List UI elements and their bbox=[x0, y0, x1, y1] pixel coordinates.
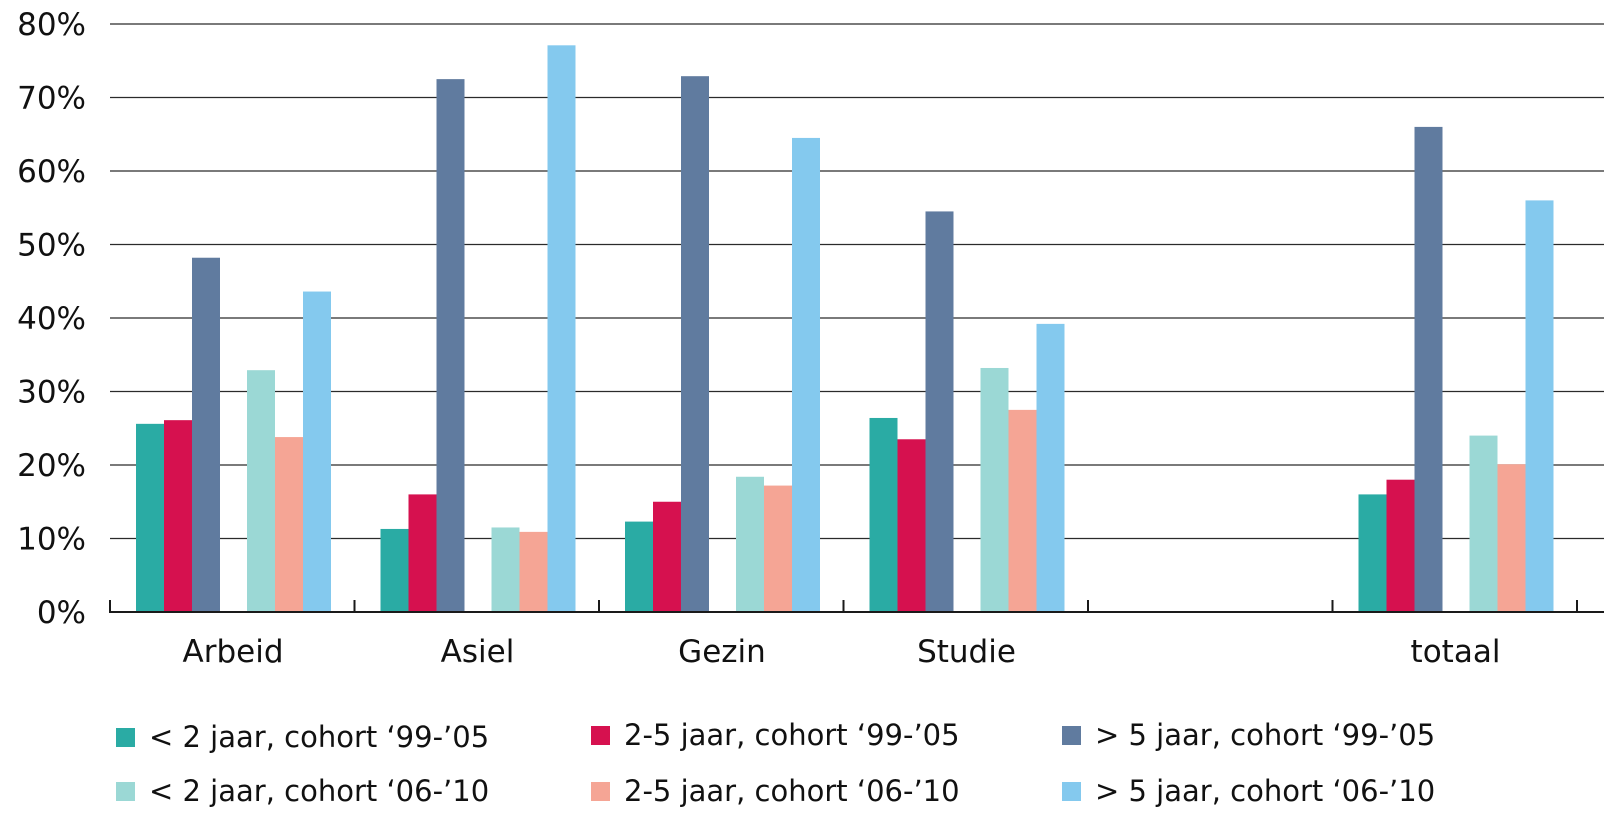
bar bbox=[869, 417, 898, 612]
bar bbox=[408, 494, 437, 612]
bar bbox=[1036, 323, 1065, 612]
y-tick-label: 50% bbox=[17, 228, 86, 264]
legend: < 2 jaar, cohort ‘99-’05 2-5 jaar, cohor… bbox=[116, 718, 1596, 828]
bar bbox=[275, 437, 303, 612]
bar bbox=[681, 76, 709, 612]
bar bbox=[547, 45, 576, 612]
bar bbox=[1386, 479, 1415, 612]
legend-swatch bbox=[591, 725, 610, 745]
bar bbox=[303, 291, 331, 612]
bars bbox=[136, 45, 1554, 613]
y-tick-label: 70% bbox=[17, 81, 86, 117]
bar bbox=[1008, 409, 1037, 612]
bar bbox=[436, 79, 465, 612]
bar bbox=[136, 423, 164, 612]
y-tick-label: 10% bbox=[17, 522, 86, 558]
legend-label: < 2 jaar, cohort ‘99-’05 bbox=[149, 720, 490, 754]
legend-item: < 2 jaar, cohort ‘06-’10 bbox=[116, 774, 489, 808]
category-label: Gezin bbox=[678, 634, 766, 670]
legend-label: 2-5 jaar, cohort ‘06-’10 bbox=[624, 774, 960, 808]
legend-label: 2-5 jaar, cohort ‘99-’05 bbox=[624, 718, 960, 752]
legend-swatch bbox=[591, 781, 610, 801]
legend-label: < 2 jaar, cohort ‘06-’10 bbox=[149, 774, 490, 808]
y-tick-label: 80% bbox=[17, 7, 86, 43]
bar bbox=[491, 527, 520, 612]
bar bbox=[653, 501, 681, 612]
legend-swatch bbox=[116, 781, 135, 801]
bar bbox=[1469, 435, 1498, 612]
bar bbox=[247, 370, 275, 612]
y-tick-label: 0% bbox=[37, 595, 86, 631]
legend-swatch bbox=[1062, 781, 1081, 801]
gridlines bbox=[110, 23, 1604, 540]
bar bbox=[1414, 126, 1443, 613]
bar bbox=[925, 211, 954, 613]
bar bbox=[164, 420, 192, 612]
bar bbox=[625, 521, 653, 612]
legend-item: > 5 jaar, cohort ‘99-’05 bbox=[1062, 718, 1435, 752]
y-tick-label: 30% bbox=[17, 375, 86, 411]
legend-swatch bbox=[116, 727, 135, 747]
bar bbox=[1525, 200, 1554, 612]
bar bbox=[897, 439, 926, 612]
bar bbox=[1497, 464, 1526, 612]
bar bbox=[764, 485, 792, 612]
category-label: Studie bbox=[917, 634, 1016, 670]
y-axis-tick-labels: 0% 10% 20% 30% 40% 50% 60% 70% 80% bbox=[17, 7, 86, 631]
category-label: totaal bbox=[1411, 634, 1501, 670]
category-labels: Arbeid Asiel Gezin Studie totaal bbox=[183, 634, 1501, 670]
category-label: Asiel bbox=[441, 634, 515, 670]
legend-item: 2-5 jaar, cohort ‘99-’05 bbox=[591, 718, 960, 752]
legend-label: > 5 jaar, cohort ‘99-’05 bbox=[1095, 718, 1436, 752]
x-axis bbox=[109, 600, 1604, 613]
bar bbox=[380, 528, 409, 612]
bar-chart: 0% 10% 20% 30% 40% 50% 60% 70% 80% Arbeid Asiel Ge… bbox=[17, 7, 1604, 670]
y-tick-label: 60% bbox=[17, 154, 86, 190]
bar bbox=[519, 531, 548, 612]
bar bbox=[736, 476, 764, 612]
bar bbox=[192, 257, 220, 612]
bar bbox=[792, 137, 820, 613]
y-tick-label: 40% bbox=[17, 301, 86, 337]
bar bbox=[980, 367, 1009, 612]
bar bbox=[1358, 494, 1387, 612]
legend-swatch bbox=[1062, 725, 1081, 745]
category-label: Arbeid bbox=[183, 634, 284, 670]
legend-item: 2-5 jaar, cohort ‘06-’10 bbox=[591, 774, 960, 808]
legend-label: > 5 jaar, cohort ‘06-’10 bbox=[1095, 774, 1436, 808]
y-tick-label: 20% bbox=[17, 448, 86, 484]
legend-item: > 5 jaar, cohort ‘06-’10 bbox=[1062, 774, 1435, 808]
legend-item: < 2 jaar, cohort ‘99-’05 bbox=[116, 720, 489, 754]
